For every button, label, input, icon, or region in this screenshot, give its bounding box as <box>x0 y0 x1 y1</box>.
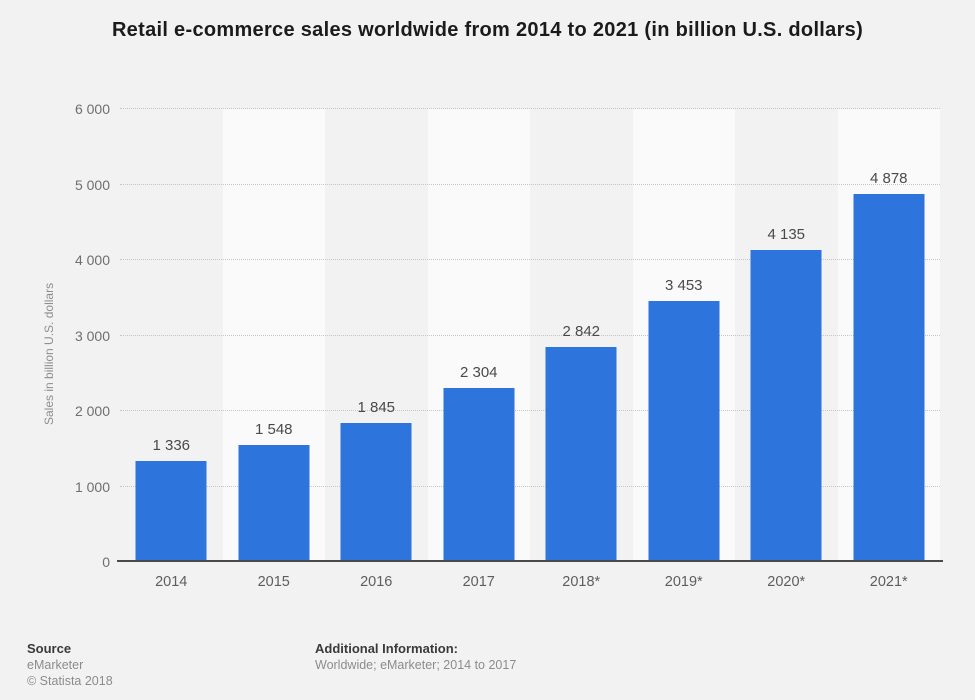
y-axis-tick-labels: 0 1 000 2 000 3 000 4 000 5 000 6 000 <box>0 101 110 570</box>
y-tick-label-0: 0 <box>102 554 110 570</box>
y-tick-label-5000: 5 000 <box>74 176 110 193</box>
x-tick-label-2016: 2016 <box>360 574 393 590</box>
bar-value-label-2021*: 4 878 <box>869 169 908 187</box>
bar-value-label-2014: 1 336 <box>152 437 191 455</box>
y-tick-label-6000: 6 000 <box>74 101 110 117</box>
plot-area: 1 336 1 548 1 845 2 304 2 842 3 453 4 135 4 878 <box>120 108 940 562</box>
chart-column-2018*: 2 842 <box>530 109 633 562</box>
bar-2021*: 4 878 <box>853 170 925 562</box>
bar-value-label-2015: 1 548 <box>254 421 293 439</box>
bar-2015: 1 548 <box>238 421 310 562</box>
chart-column-2014: 1 336 <box>120 109 223 562</box>
chart-column-2015: 1 548 <box>223 109 326 562</box>
x-tick-label-2017: 2017 <box>462 574 495 590</box>
chart-column-2021*: 4 878 <box>838 109 941 562</box>
chart-column-2017: 2 304 <box>428 109 531 562</box>
source-block: Source eMarketer © Statista 2018 <box>27 640 113 689</box>
y-tick-label-3000: 3 000 <box>74 327 110 344</box>
bar-value-label-2018*: 2 842 <box>562 323 601 341</box>
x-tick-label-2019*: 2019* <box>664 574 703 590</box>
bar-2019*: 3 453 <box>648 277 720 562</box>
bar-2020*: 4 135 <box>750 226 822 562</box>
chart-column-2020*: 4 135 <box>735 109 838 562</box>
y-tick-label-1000: 1 000 <box>74 478 110 495</box>
y-tick-label-4000: 4 000 <box>74 252 110 269</box>
bars-container: 1 336 1 548 1 845 2 304 2 842 3 453 4 135 4 878 <box>120 109 940 562</box>
x-axis-line <box>117 560 943 562</box>
chart-column-2016: 1 845 <box>325 109 428 562</box>
bar-value-label-2019*: 3 453 <box>664 277 703 295</box>
x-axis-labels: 2014 2015 2016 2017 2018* 2019* 2020* 2021* <box>120 574 940 590</box>
y-tick-label-2000: 2 000 <box>74 403 110 420</box>
bar-value-label-2017: 2 304 <box>459 364 498 382</box>
additional-info-block: Additional Information: Worldwide; eMark… <box>315 640 516 673</box>
chart-title: Retail e-commerce sales worldwide from 2… <box>111 19 864 41</box>
source-name: eMarketer <box>27 658 84 672</box>
bar-value-label-2020*: 4 135 <box>767 225 806 243</box>
bar-2018*: 2 842 <box>545 323 617 562</box>
x-tick-label-2021*: 2021* <box>869 574 908 590</box>
copyright-note: © Statista 2018 <box>27 674 113 688</box>
x-tick-label-2020*: 2020* <box>767 574 806 590</box>
additional-info-text: Worldwide; eMarketer; 2014 to 2017 <box>315 658 517 672</box>
additional-info-label: Additional Information: <box>315 641 458 656</box>
x-tick-label-2018*: 2018* <box>562 574 601 590</box>
bar-2014: 1 336 <box>135 437 207 562</box>
x-tick-label-2015: 2015 <box>257 574 290 590</box>
chart-column-2019*: 3 453 <box>633 109 736 562</box>
source-label: Source <box>27 641 72 656</box>
bar-value-label-2016: 1 845 <box>357 398 396 416</box>
x-tick-label-2014: 2014 <box>155 574 188 590</box>
bar-2016: 1 845 <box>340 399 412 562</box>
bar-2017: 2 304 <box>443 364 515 562</box>
